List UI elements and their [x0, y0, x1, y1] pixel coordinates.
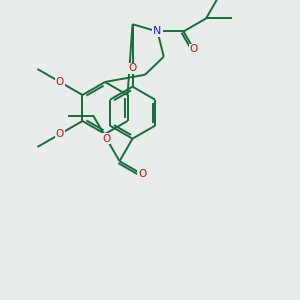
Text: O: O — [56, 77, 64, 87]
Text: N: N — [153, 26, 162, 37]
Text: O: O — [138, 169, 146, 179]
Text: O: O — [128, 64, 137, 74]
Text: O: O — [56, 129, 64, 139]
Text: O: O — [190, 44, 198, 55]
Text: O: O — [102, 134, 111, 144]
